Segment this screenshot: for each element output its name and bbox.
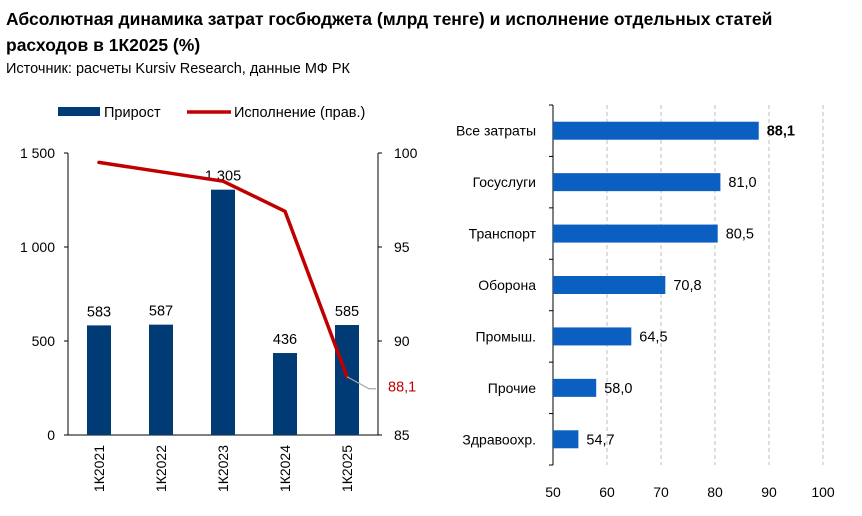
right-x-tick-label: 80 — [707, 484, 723, 500]
legend-growth-swatch — [58, 107, 100, 116]
right-y-tick-label: 90 — [394, 333, 410, 349]
left-y-tick-label: 1 500 — [20, 145, 55, 161]
right-y-tick-label: 100 — [394, 145, 418, 161]
growth-bar — [87, 325, 111, 435]
execution-bar — [553, 121, 759, 140]
execution-bar — [553, 430, 579, 449]
legend-execution-label: Исполнение (прав.) — [234, 105, 365, 121]
right-x-tick-label: 100 — [811, 484, 835, 500]
execution-line — [97, 160, 349, 379]
x-category-label: 1К2021 — [91, 445, 107, 492]
right-x-tick-label: 50 — [545, 484, 561, 500]
right-x-tick-label: 70 — [653, 484, 669, 500]
chart-source: Источник: расчеты Kursiv Research, данны… — [6, 61, 350, 77]
category-label: Прочие — [488, 380, 536, 396]
execution-bar-label: 88,1 — [767, 124, 795, 140]
category-label: Оборона — [478, 277, 536, 293]
right-x-tick-label: 60 — [599, 484, 615, 500]
category-label: Госуслуги — [473, 174, 536, 190]
execution-bar — [553, 173, 721, 192]
x-category-label: 1К2024 — [277, 445, 293, 492]
execution-bar — [553, 327, 632, 346]
growth-bar-label: 585 — [335, 304, 359, 320]
category-label: Промыш. — [476, 328, 536, 344]
category-label: Транспорт — [469, 226, 537, 242]
growth-bar — [149, 324, 173, 435]
execution-leader-line — [346, 376, 376, 390]
execution-bar — [553, 276, 666, 294]
execution-bar-label: 70,8 — [673, 278, 701, 294]
left-y-tick-label: 1 000 — [20, 239, 55, 255]
growth-bar-label: 436 — [273, 332, 297, 348]
x-category-label: 1К2023 — [215, 445, 231, 492]
execution-bar-label: 54,7 — [586, 432, 614, 448]
x-category-label: 1К2025 — [339, 445, 355, 492]
execution-bar-label: 81,0 — [728, 175, 756, 191]
right-y-tick-label: 95 — [394, 239, 410, 255]
category-label: Здравоохр. — [462, 431, 536, 447]
left-y-tick-label: 500 — [32, 333, 56, 349]
right-x-tick-label: 90 — [761, 484, 777, 500]
execution-end-label: 88,1 — [388, 380, 416, 396]
execution-bar — [553, 378, 597, 397]
growth-bar-label: 587 — [149, 304, 173, 320]
execution-bar-label: 80,5 — [726, 227, 754, 243]
legend-growth-label: Прирост — [104, 105, 161, 121]
category-label: Все затраты — [456, 123, 536, 139]
growth-bar — [273, 353, 297, 435]
growth-bar-label: 583 — [87, 304, 111, 320]
right-y-tick-label: 85 — [394, 427, 410, 443]
execution-bar — [553, 224, 718, 243]
x-category-label: 1К2022 — [153, 445, 169, 492]
execution-bar-label: 58,0 — [604, 381, 632, 397]
left-y-tick-label: 0 — [47, 427, 55, 443]
execution-bar-label: 64,5 — [639, 329, 667, 345]
chart-title: Абсолютная динамика затрат госбюджета (м… — [6, 9, 773, 55]
growth-bar — [335, 325, 359, 435]
growth-bar — [211, 189, 235, 435]
